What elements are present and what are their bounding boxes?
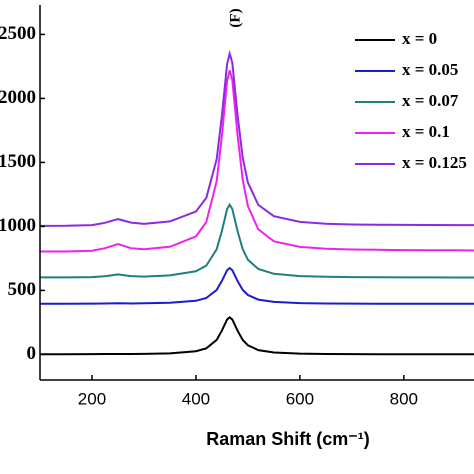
- y-tick-label: 500: [8, 279, 37, 300]
- y-tick-label: 2000: [0, 87, 36, 108]
- x-tick-label: 400: [182, 389, 210, 408]
- x-tick-label: 800: [390, 389, 418, 408]
- legend-label: x = 0.1: [402, 122, 450, 141]
- x-tick-label: 600: [286, 389, 314, 408]
- y-tick-label: 1000: [0, 215, 36, 236]
- legend-label: x = 0.07: [402, 91, 459, 110]
- data-line: [40, 315, 474, 356]
- data-line: [40, 70, 474, 253]
- y-tick-label: 1500: [0, 151, 36, 172]
- legend-label: x = 0.125: [402, 153, 467, 172]
- legend-label: x = 0: [402, 29, 437, 48]
- x-axis-label: Raman Shift (cm⁻¹): [206, 429, 370, 449]
- legend-label: x = 0.05: [402, 60, 458, 79]
- data-line: [40, 266, 474, 305]
- x-tick-label: 200: [78, 389, 106, 408]
- data-line: [40, 202, 474, 279]
- y-tick-label: 0: [27, 343, 37, 364]
- data-line: [39, 49, 474, 227]
- y-tick-label: 2500: [0, 23, 36, 44]
- annotation: (F): [227, 8, 243, 27]
